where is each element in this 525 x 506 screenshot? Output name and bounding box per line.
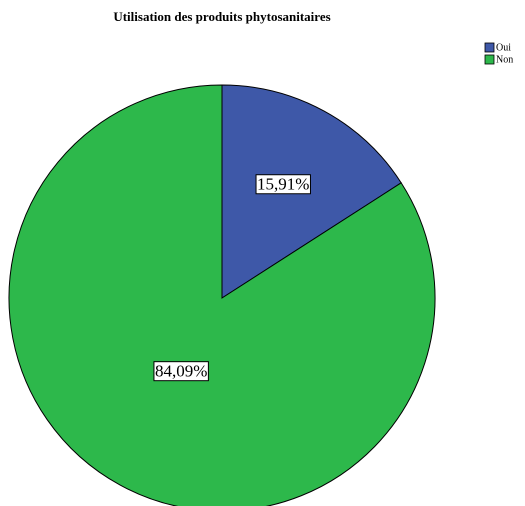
legend-label: Oui <box>496 42 511 53</box>
data-label: 84,09% <box>155 362 207 381</box>
data-label-group: 84,09% <box>153 361 209 382</box>
data-label: 15,91% <box>257 175 309 194</box>
data-label-box <box>255 174 311 195</box>
pie-slice <box>8 84 436 506</box>
pie-slice <box>221 84 402 299</box>
legend-swatch <box>484 54 495 65</box>
legend-label: Non <box>496 54 513 65</box>
data-label-group: 15,91% <box>255 174 311 195</box>
data-label-box <box>153 361 209 382</box>
chart-title: Utilisation des produits phytosanitaires <box>113 9 330 24</box>
legend-swatch <box>484 42 495 53</box>
